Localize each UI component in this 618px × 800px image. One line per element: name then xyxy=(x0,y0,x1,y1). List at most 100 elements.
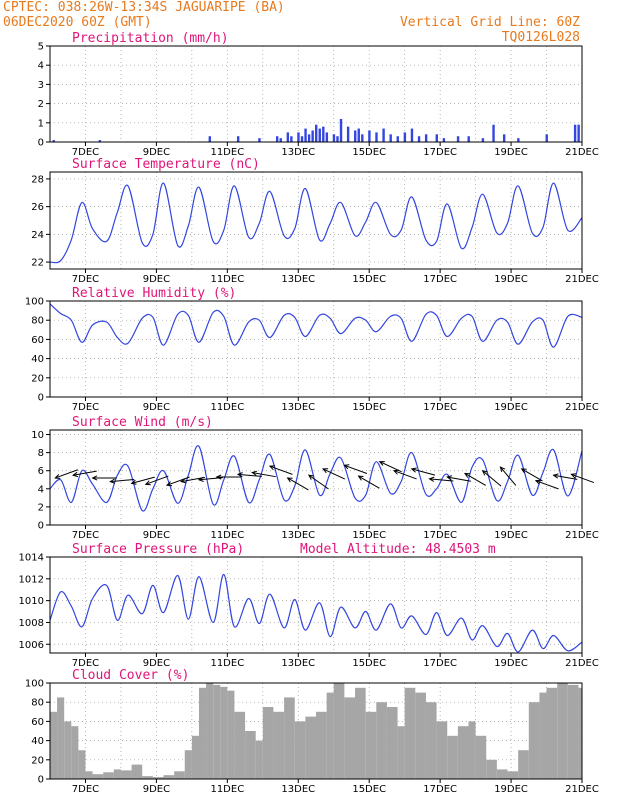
cloud-bar xyxy=(103,772,114,779)
y-tick-label: 60 xyxy=(31,717,44,728)
y-tick-label: 3 xyxy=(38,80,44,91)
x-tick-label: 13DEC xyxy=(281,402,315,413)
y-tick-label: 2 xyxy=(38,99,44,110)
precip-bar xyxy=(545,134,548,142)
cloud-bar xyxy=(284,697,295,779)
wind-arrow xyxy=(357,475,380,489)
precip-bar xyxy=(375,132,378,142)
x-tick-label: 17DEC xyxy=(423,530,457,541)
precip-bar xyxy=(339,118,343,142)
cloud-bar xyxy=(447,735,458,779)
cloud-bar xyxy=(365,711,377,779)
cloud-bar xyxy=(113,769,121,779)
precip-bar xyxy=(332,134,336,142)
x-tick-label: 21DEC xyxy=(565,402,599,413)
cloud-bar xyxy=(567,684,579,779)
cloud-bar xyxy=(539,692,547,779)
wind-arrow xyxy=(343,464,368,474)
panel-frame xyxy=(49,682,583,780)
pressure-title: Surface Pressure (hPa) xyxy=(72,542,244,557)
precip-bar xyxy=(275,136,279,142)
x-tick-label: 9DEC xyxy=(143,274,170,285)
precip-bar xyxy=(354,130,357,142)
cloud-bar xyxy=(376,702,387,779)
x-tick-label: 13DEC xyxy=(281,274,315,285)
cloud-bar xyxy=(184,750,192,779)
cloud-bar xyxy=(404,687,416,779)
y-tick-label: 5 xyxy=(38,42,44,53)
cloud-bar xyxy=(355,687,366,779)
header-run-time: 06DEC2020 60Z (GMT) xyxy=(3,15,152,30)
precip-bar xyxy=(290,136,293,142)
x-tick-label: 11DEC xyxy=(210,147,244,158)
y-tick-label: 20 xyxy=(31,755,44,766)
precip-bar xyxy=(236,136,240,142)
wind-arrow xyxy=(130,476,155,485)
cloud-bar xyxy=(206,683,214,779)
x-tick-label: 9DEC xyxy=(143,402,170,413)
precip-bar xyxy=(492,124,495,142)
humidity-series xyxy=(50,303,582,348)
cloud-bar xyxy=(227,690,235,779)
x-tick-label: 17DEC xyxy=(423,784,457,795)
panel-frame xyxy=(49,300,583,398)
x-tick-label: 11DEC xyxy=(210,784,244,795)
x-tick-label: 7DEC xyxy=(72,274,99,285)
x-tick-label: 21DEC xyxy=(565,147,599,158)
y-tick-label: 80 xyxy=(31,316,44,327)
y-tick-label: 24 xyxy=(31,230,44,241)
precip-bar xyxy=(517,138,520,142)
wind-arrow xyxy=(570,473,595,484)
precip-bar xyxy=(368,130,371,142)
cloud-bar xyxy=(475,735,487,779)
temperature-line xyxy=(50,182,582,264)
x-tick-label: 7DEC xyxy=(72,784,99,795)
cloud-bar xyxy=(245,731,256,779)
wind-arrow xyxy=(91,475,117,481)
wind-series xyxy=(50,445,582,512)
precip-bar xyxy=(52,140,55,142)
cloud-bar xyxy=(213,684,221,779)
cloud-bar xyxy=(78,750,86,779)
y-tick-label: 4 xyxy=(38,484,44,495)
y-tick-label: 1010 xyxy=(19,596,44,607)
wind-arrow xyxy=(552,473,578,480)
y-tick-label: 1008 xyxy=(19,618,44,629)
precip-bar xyxy=(307,134,311,142)
precip-bar xyxy=(357,128,360,142)
x-tick-label: 9DEC xyxy=(143,147,170,158)
x-tick-label: 17DEC xyxy=(423,274,457,285)
x-tick-label: 15DEC xyxy=(352,402,386,413)
x-tick-label: 7DEC xyxy=(72,658,99,669)
cloud-bar xyxy=(425,702,437,779)
precip-bar xyxy=(396,136,399,142)
precip-bar xyxy=(424,134,428,142)
cloud-series xyxy=(50,683,582,779)
y-tick-label: 4 xyxy=(38,61,44,72)
wind-arrow xyxy=(268,465,293,475)
pressure-series xyxy=(50,573,582,653)
cloud-bar xyxy=(57,697,65,779)
wind-arrow xyxy=(71,470,97,478)
cloud-bar xyxy=(64,721,72,779)
x-tick-label: 13DEC xyxy=(281,784,315,795)
cloud-bar xyxy=(273,711,285,779)
wind-arrow xyxy=(534,479,559,490)
precip-bar xyxy=(304,128,307,142)
y-tick-label: 1012 xyxy=(19,574,44,585)
y-tick-label: 1 xyxy=(38,118,44,129)
cloud-bar xyxy=(163,775,175,779)
y-tick-label: 22 xyxy=(31,258,44,269)
precip-bar xyxy=(573,124,577,142)
precip-bar xyxy=(98,140,102,142)
x-tick-label: 17DEC xyxy=(423,402,457,413)
x-tick-label: 7DEC xyxy=(72,147,99,158)
cloud-bar xyxy=(294,721,306,779)
temperature-series xyxy=(50,182,582,264)
wind-arrow xyxy=(109,478,135,484)
x-tick-label: 15DEC xyxy=(352,147,386,158)
y-tick-label: 0 xyxy=(38,138,44,149)
cloud-bar xyxy=(120,770,132,779)
wind-arrow xyxy=(215,474,241,480)
wind-arrow xyxy=(410,467,436,476)
